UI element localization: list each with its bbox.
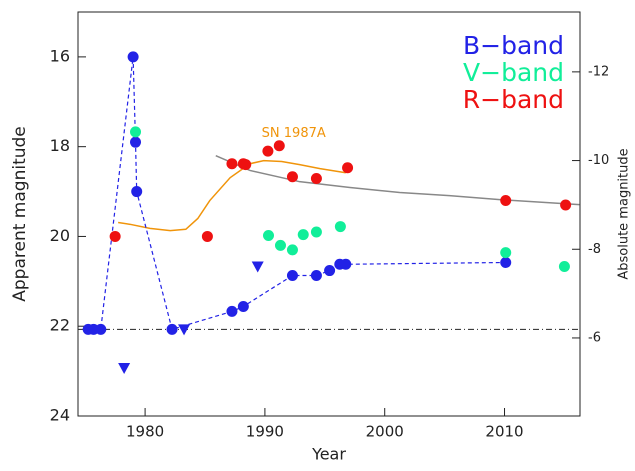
data-point <box>297 229 309 241</box>
data-point <box>201 230 213 242</box>
y2-tick-label: -12 <box>588 64 609 79</box>
y-tick-label: 22 <box>50 316 70 335</box>
plot-frame <box>77 11 581 417</box>
legend-entry: V−band <box>463 58 564 87</box>
y-tick-label: 20 <box>50 226 70 245</box>
y2-axis-label: Absolute magnitude <box>617 148 632 279</box>
x-tick-label: 1990 <box>246 423 284 441</box>
data-point <box>310 173 322 185</box>
data-point <box>237 300 249 312</box>
x-tick-label: 2000 <box>366 423 404 441</box>
y2-tick-label: -8 <box>588 242 601 257</box>
data-point <box>130 126 142 138</box>
data-point <box>286 171 298 183</box>
y-tick-label: 16 <box>50 46 70 65</box>
data-point <box>226 305 238 317</box>
upper-limit <box>251 261 264 273</box>
y2-tick-label: -6 <box>588 330 601 345</box>
upper-limit <box>178 324 191 336</box>
data-point <box>310 269 322 281</box>
data-point <box>273 140 285 152</box>
line-label: SN 1987A <box>262 126 326 141</box>
data-point <box>342 162 354 174</box>
data-point <box>286 269 298 281</box>
data-point <box>340 258 352 270</box>
y2-tick-label: -10 <box>588 153 609 168</box>
data-point <box>274 239 286 251</box>
trend-line <box>215 154 580 206</box>
data-point <box>131 186 143 198</box>
data-point <box>127 51 139 63</box>
data-point <box>500 256 512 268</box>
y-tick-label: 18 <box>50 136 70 155</box>
data-point <box>558 261 570 273</box>
data-point <box>500 195 512 207</box>
connector-line <box>88 56 506 331</box>
data-point <box>226 158 238 170</box>
data-point <box>130 136 142 148</box>
y-axis-label: Apparent magnitude <box>10 126 30 302</box>
data-point <box>324 265 336 277</box>
data-point <box>166 323 178 335</box>
data-point <box>240 159 252 171</box>
x-tick-label: 1980 <box>126 423 164 441</box>
data-point <box>560 199 572 211</box>
x-axis-label: Year <box>311 445 346 464</box>
data-point <box>109 230 121 242</box>
data-point <box>310 226 322 238</box>
upper-limit <box>118 362 131 374</box>
data-point <box>95 323 107 335</box>
legend-entry: B−band <box>463 31 564 60</box>
legend-entry: R−band <box>463 85 564 114</box>
data-point <box>334 221 346 233</box>
x-tick-label: 2010 <box>485 423 523 441</box>
data-point <box>500 247 512 259</box>
trend-line <box>118 159 346 232</box>
data-point <box>262 145 274 157</box>
data-point <box>286 244 298 256</box>
data-point <box>262 230 274 242</box>
y-tick-label: 24 <box>50 406 70 425</box>
